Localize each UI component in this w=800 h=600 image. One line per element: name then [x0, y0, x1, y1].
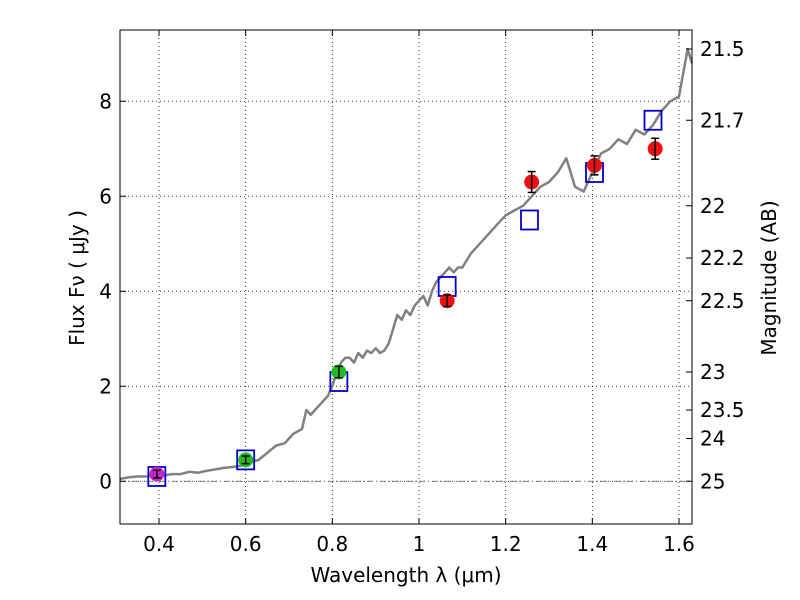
y-axis-label-text: Flux Fν ( μJy ) — [65, 210, 89, 346]
x-tick-label: 0.6 — [230, 532, 262, 556]
y-tick-label: 6 — [99, 184, 112, 208]
right-tick-label: 25 — [700, 469, 725, 493]
right-tick-label: 21.5 — [700, 37, 745, 61]
right-axis-label: Magnitude (AB) — [757, 200, 781, 355]
grid — [120, 30, 692, 524]
y-tick-label: 0 — [99, 469, 112, 493]
right-tick-label: 24 — [700, 427, 725, 451]
right-tick-label: 22 — [700, 194, 725, 218]
x-tick-label: 0.4 — [143, 532, 175, 556]
x-axis-label-text: Wavelength λ (μm) — [310, 563, 501, 587]
axis-ticks: 0.4 0.6 0.8 1 1.2 1.4 1.602468252423.52322.522… — [99, 30, 745, 556]
spectrum-line — [119, 47, 694, 481]
y-axis-label: Flux Fν ( μJy ) — [65, 210, 89, 346]
model-photometry-square — [437, 276, 457, 297]
right-tick-label: 23.5 — [700, 398, 745, 422]
right-axis-label-text: Magnitude (AB) — [757, 200, 781, 355]
y-tick-label: 8 — [99, 89, 112, 113]
x-tick-label: 1 — [413, 532, 426, 556]
model-photometry-square — [643, 109, 663, 131]
x-tick-label: 1.4 — [576, 532, 608, 556]
x-tick-label: 1.2 — [490, 532, 522, 556]
x-axis-label: Wavelength λ (μm) — [310, 563, 501, 587]
right-tick-label: 23 — [700, 360, 725, 384]
right-tick-label: 22.5 — [700, 289, 745, 313]
y-tick-label: 4 — [99, 279, 112, 303]
right-tick-label: 22.2 — [700, 246, 745, 270]
model-photometry-square — [236, 449, 256, 471]
x-tick-label: 1.6 — [663, 532, 695, 556]
right-tick-label: 21.7 — [700, 108, 745, 132]
x-tick-label: 0.8 — [316, 532, 348, 556]
y-tick-label: 2 — [99, 374, 112, 398]
model-photometry-square — [520, 209, 539, 231]
data-marks — [119, 47, 694, 487]
plot-frame — [119, 29, 693, 525]
